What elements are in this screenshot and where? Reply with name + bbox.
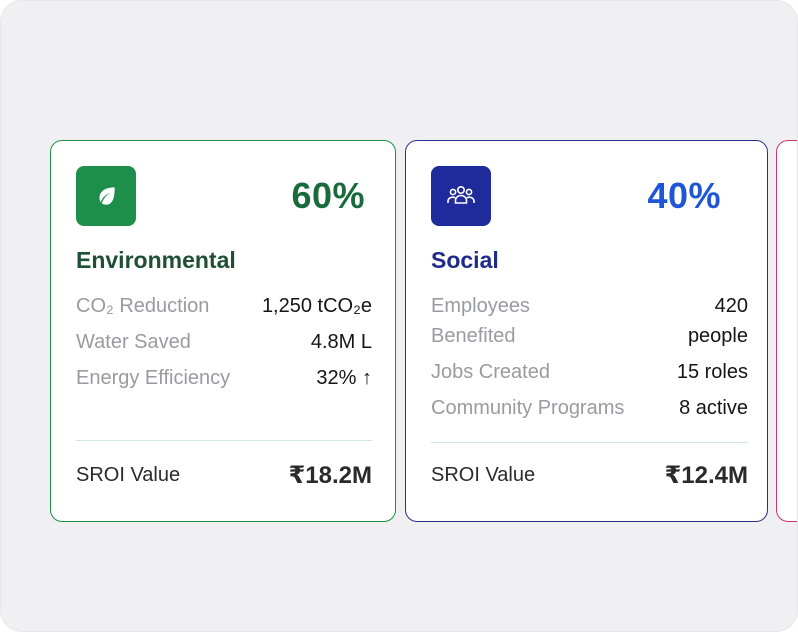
metric-value: 32% ↑ [316,367,372,389]
social-card[interactable]: 40% Social Employees Benefited 420 peopl… [405,140,768,522]
metric-value: 4.8M L [310,331,372,353]
sroi-value: ₹12.4M [664,462,748,489]
social-percentage: 40% [647,175,721,216]
environmental-metrics: CO₂ Reduction 1,250 tCO₂e Water Saved 4.… [76,291,372,399]
metric-label: Jobs Created [431,361,550,383]
social-icon-tile [431,166,491,226]
sroi-row: SROI Value ₹12.4M [431,461,748,490]
metric-label: Energy Efficiency [76,367,231,389]
metric-label: Water Saved [76,331,191,353]
sroi-label: SROI Value [76,464,181,486]
social-metrics: Employees Benefited 420 people Jobs Crea… [431,291,748,429]
sroi-label: SROI Value [431,464,536,486]
metric-row: Water Saved 4.8M L [76,327,372,357]
metric-value: 8 active [679,397,748,419]
environmental-card[interactable]: 60% Environmental CO₂ Reduction 1,250 tC… [50,140,396,522]
divider [431,442,748,443]
metric-value: 15 roles [676,361,748,383]
metric-value: 420 people [687,295,748,347]
metric-label: Employees Benefited [431,295,530,347]
metric-label: CO₂ Reduction [76,295,210,317]
sroi-row: SROI Value ₹18.2M [76,461,372,490]
divider [76,440,372,441]
metric-row: Energy Efficiency 32% ↑ [76,363,372,393]
environmental-icon-tile [76,166,136,226]
metric-row: CO₂ Reduction 1,250 tCO₂e [76,291,372,321]
metric-row: Jobs Created 15 roles [431,357,748,387]
environmental-percentage: 60% [291,175,365,216]
environmental-title: Environmental [76,247,236,273]
third-card-partial[interactable] [776,140,797,522]
people-group-icon [447,186,475,204]
metric-label: Community Programs [431,397,625,419]
metric-row: Employees Benefited 420 people [431,291,748,351]
social-title: Social [431,247,499,273]
leaf-icon [99,187,115,205]
sroi-value: ₹18.2M [288,462,372,489]
metric-row: Community Programs 8 active [431,393,748,423]
metric-value: 1,250 tCO₂e [261,295,372,317]
